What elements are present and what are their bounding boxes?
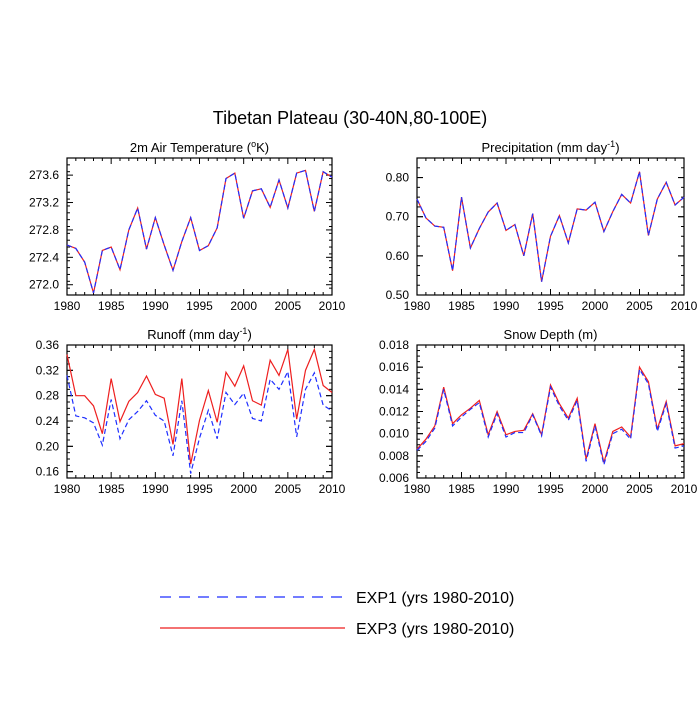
panel-title-sup: -1 [239, 326, 247, 336]
series-line-exp1 [66, 369, 333, 474]
y-tick-label: 0.014 [379, 382, 409, 396]
x-tick-label: 1990 [142, 482, 169, 496]
series-line-exp3 [66, 347, 333, 465]
y-tick-label: 0.010 [379, 427, 409, 441]
x-tick-label: 1980 [54, 299, 81, 313]
x-tick-label: 2010 [319, 482, 346, 496]
series-line-exp3 [416, 365, 685, 463]
x-tick-label: 2000 [230, 299, 257, 313]
figure-title: Tibetan Plateau (30-40N,80-100E) [213, 108, 488, 128]
panel-title-main: Runoff (mm day [147, 327, 240, 342]
y-tick-label: 0.24 [36, 414, 60, 428]
x-tick-label: 2005 [626, 482, 653, 496]
panel-snow-depth: Snow Depth (m) 1980 1985 1990 1995 2000 2005 20… [379, 327, 698, 496]
x-tick-label: 1995 [186, 299, 213, 313]
x-tick-label: 2005 [274, 482, 301, 496]
legend-label-exp3: EXP3 (yrs 1980-2010) [356, 621, 514, 638]
x-tick-label: 1985 [448, 299, 475, 313]
series-line-exp1 [416, 171, 685, 282]
x-tick-label: 2010 [671, 299, 698, 313]
x-tick-label: 2010 [671, 482, 698, 496]
x-tick-label: 1990 [493, 299, 520, 313]
y-tick-label: 0.20 [36, 439, 60, 453]
legend-label-exp1: EXP1 (yrs 1980-2010) [356, 590, 514, 607]
y-tick-label: 0.006 [379, 471, 409, 485]
panel-temperature: 2m Air Temperature (oK) 1980 1985 1990 1995 2… [29, 139, 346, 313]
x-tick-label: 2005 [626, 299, 653, 313]
y-tick-label: 0.36 [36, 338, 60, 352]
y-tick-label: 273.2 [29, 196, 59, 210]
series-line-exp1 [416, 367, 685, 465]
x-tick-label: 2000 [230, 482, 257, 496]
y-tick-label: 0.80 [386, 171, 410, 185]
x-tick-label: 1980 [404, 482, 431, 496]
panel-runoff: Runoff (mm day-1) 1980 1985 1990 1995 2000 200… [36, 326, 346, 496]
y-tick-label: 0.32 [36, 363, 60, 377]
panel-title-sup: o [251, 139, 256, 149]
x-tick-label: 2000 [582, 482, 609, 496]
x-tick-label: 1995 [537, 482, 564, 496]
x-tick-label: 1985 [448, 482, 475, 496]
x-tick-label: 1995 [186, 482, 213, 496]
y-tick-label: 0.016 [379, 360, 409, 374]
x-tick-label: 1980 [54, 482, 81, 496]
y-tick-label: 272.0 [29, 278, 59, 292]
y-tick-label: 272.4 [29, 250, 59, 264]
x-tick-label: 1995 [537, 299, 564, 313]
panel-title-tail: K) [256, 140, 269, 155]
y-tick-label: 0.16 [36, 465, 60, 479]
legend: EXP1 (yrs 1980-2010) EXP3 (yrs 1980-2010) [160, 590, 514, 638]
panel-title-runoff: Runoff (mm day-1) [147, 326, 252, 342]
panel-title-precipitation: Precipitation (mm day-1) [481, 139, 619, 155]
y-tick-label: 0.60 [386, 249, 410, 263]
y-tick-label: 0.012 [379, 405, 409, 419]
y-tick-label: 0.018 [379, 338, 409, 352]
x-tick-label: 1980 [404, 299, 431, 313]
y-tick-label: 0.28 [36, 389, 60, 403]
panel-title-tail: ) [247, 327, 251, 342]
y-tick-label: 272.8 [29, 223, 59, 237]
panels: 2m Air Temperature (oK) 1980 1985 1990 1995 2… [29, 139, 698, 496]
x-tick-label: 2000 [582, 299, 609, 313]
panel-title-main: 2m Air Temperature ( [130, 140, 252, 155]
x-tick-label: 2005 [274, 299, 301, 313]
y-tick-label: 0.50 [386, 288, 410, 302]
y-tick-label: 0.70 [386, 210, 410, 224]
series-line-exp1 [66, 169, 333, 294]
panel-title-snow-depth: Snow Depth (m) [504, 327, 598, 342]
panel-title-main: Snow Depth (m) [504, 327, 598, 342]
panel-title-sup: -1 [607, 139, 615, 149]
x-tick-label: 1985 [98, 299, 125, 313]
panel-title-main: Precipitation (mm day [481, 140, 607, 155]
x-tick-label: 1985 [98, 482, 125, 496]
y-tick-label: 0.008 [379, 449, 409, 463]
y-tick-label: 273.6 [29, 168, 59, 182]
panel-precipitation: Precipitation (mm day-1) 1980 1985 1990 1995… [386, 139, 698, 313]
x-tick-label: 1990 [493, 482, 520, 496]
x-tick-label: 2010 [319, 299, 346, 313]
panel-title-tail: ) [615, 140, 619, 155]
panel-title-temperature: 2m Air Temperature (oK) [130, 139, 269, 155]
x-tick-label: 1990 [142, 299, 169, 313]
